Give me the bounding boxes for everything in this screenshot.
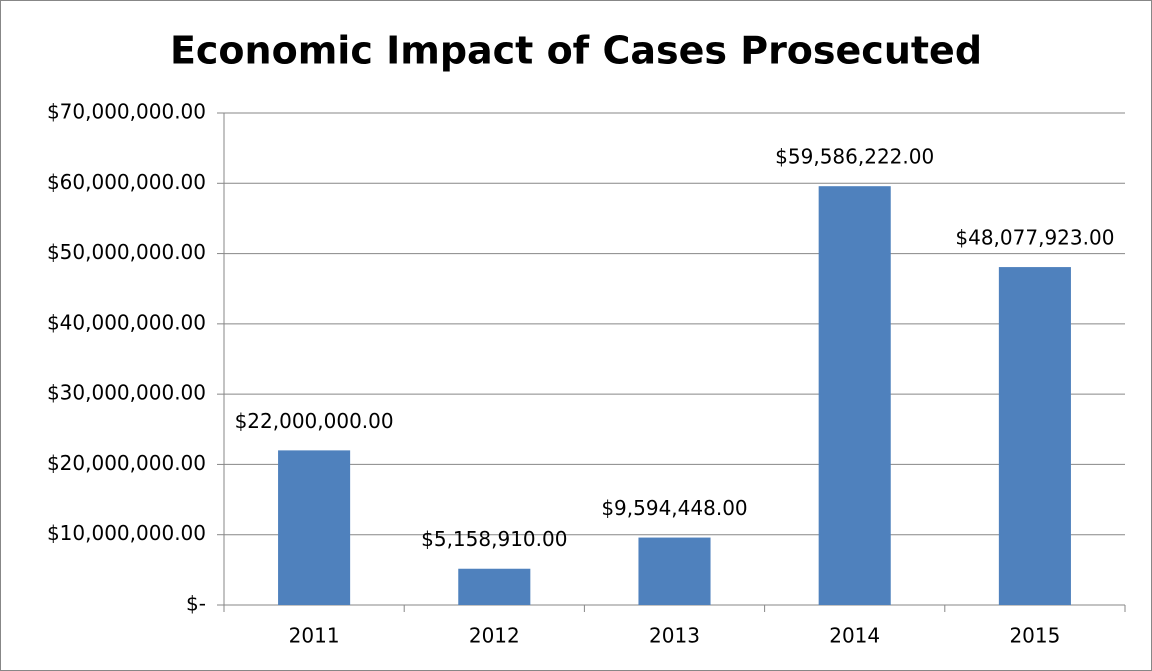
x-tick-label: 2012 [469,624,520,648]
bar [458,568,531,605]
y-tick-label: $30,000,000.00 [47,381,206,405]
y-tick-label: $60,000,000.00 [47,170,206,194]
y-tick-label: $20,000,000.00 [47,451,206,475]
data-label: $59,586,222.00 [775,145,934,169]
x-tick-label: 2013 [649,624,700,648]
bar [278,450,351,605]
y-tick-label: $40,000,000.00 [47,310,206,334]
x-tick-label: 2011 [289,624,340,648]
bar [638,537,711,605]
y-tick-label: $50,000,000.00 [47,240,206,264]
data-label: $48,077,923.00 [955,226,1114,250]
x-tick-label: 2014 [829,624,880,648]
y-tick-label: $70,000,000.00 [47,100,206,124]
y-tick-label: $- [186,592,206,616]
data-label: $22,000,000.00 [235,409,394,433]
data-label: $9,594,448.00 [601,496,747,520]
chart-title: Economic Impact of Cases Prosecuted [170,29,982,73]
data-label: $5,158,910.00 [421,527,567,551]
x-tick-label: 2015 [1009,624,1060,648]
bar [998,267,1071,605]
y-tick-label: $10,000,000.00 [47,521,206,545]
bar [818,186,891,606]
